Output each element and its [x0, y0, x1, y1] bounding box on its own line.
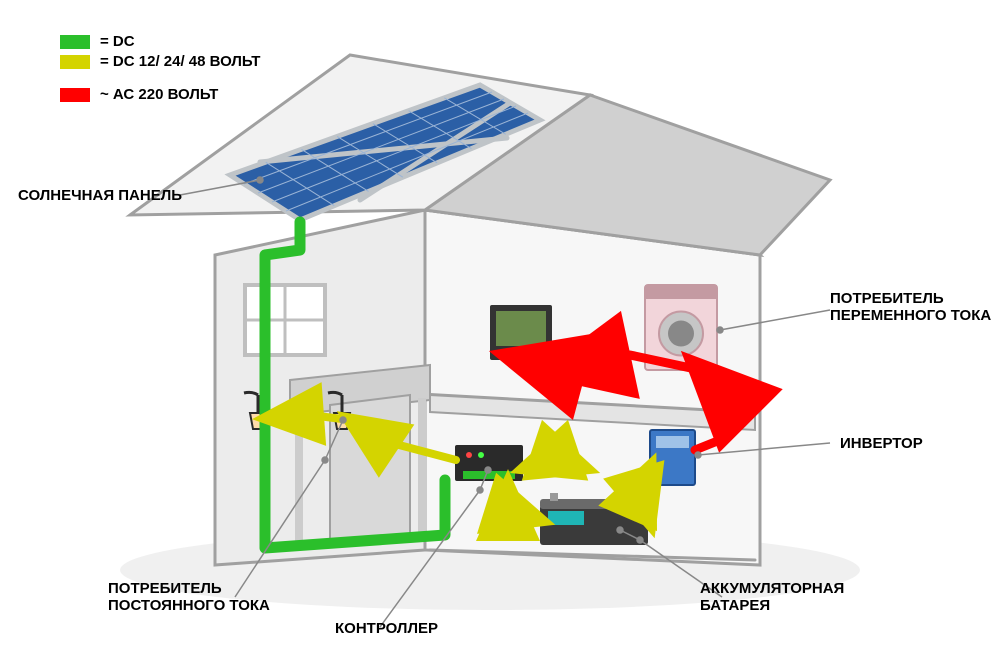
label-dc-consumer-l2: ПОСТОЯННОГО ТОКА: [108, 597, 270, 614]
label-ac-consumer: ПОТРЕБИТЕЛЬ ПЕРЕМЕННОГО ТОКА: [830, 290, 991, 325]
label-dc-consumer: ПОТРЕБИТЕЛЬ ПОСТОЯННОГО ТОКА: [108, 580, 270, 615]
legend-swatch-ac: [60, 88, 90, 102]
legend-label-ac: ~ АС 220 ВОЛЬТ: [100, 86, 218, 103]
label-solar-panel: СОЛНЕЧНАЯ ПАНЕЛЬ: [18, 187, 182, 204]
label-ac-consumer-l2: ПЕРЕМЕННОГО ТОКА: [830, 307, 991, 324]
legend-label-dc12: = DC 12/ 24/ 48 ВОЛЬТ: [100, 53, 260, 70]
legend-swatch-dc12: [60, 55, 90, 69]
legend-label-dc: = DC: [100, 33, 135, 50]
label-controller: КОНТРОЛЛЕР: [335, 620, 438, 637]
legend-swatch-dc: [60, 35, 90, 49]
label-inverter: ИНВЕРТОР: [840, 435, 923, 452]
label-battery: АККУМУЛЯТОРНАЯ БАТАРЕЯ: [700, 580, 844, 615]
label-ac-consumer-l1: ПОТРЕБИТЕЛЬ: [830, 290, 944, 307]
label-battery-l1: АККУМУЛЯТОРНАЯ: [700, 580, 844, 597]
label-battery-l2: БАТАРЕЯ: [700, 597, 770, 614]
label-dc-consumer-l1: ПОТРЕБИТЕЛЬ: [108, 580, 222, 597]
